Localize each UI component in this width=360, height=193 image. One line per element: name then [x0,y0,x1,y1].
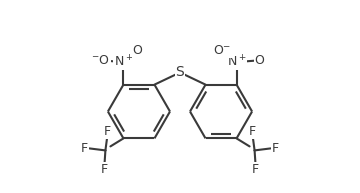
Text: F: F [252,163,259,176]
Text: N$^+$: N$^+$ [114,54,133,69]
Text: F: F [104,125,111,138]
Text: F: F [249,125,256,138]
Text: S: S [176,65,184,80]
Text: F: F [81,142,88,155]
Text: O: O [255,54,265,67]
Text: O$^{-}$: O$^{-}$ [213,44,232,57]
Text: F: F [272,142,279,155]
Text: F: F [101,163,108,176]
Text: N$^+$: N$^+$ [227,54,246,69]
Text: $^{-}$O: $^{-}$O [91,54,110,67]
Text: O: O [132,44,143,57]
